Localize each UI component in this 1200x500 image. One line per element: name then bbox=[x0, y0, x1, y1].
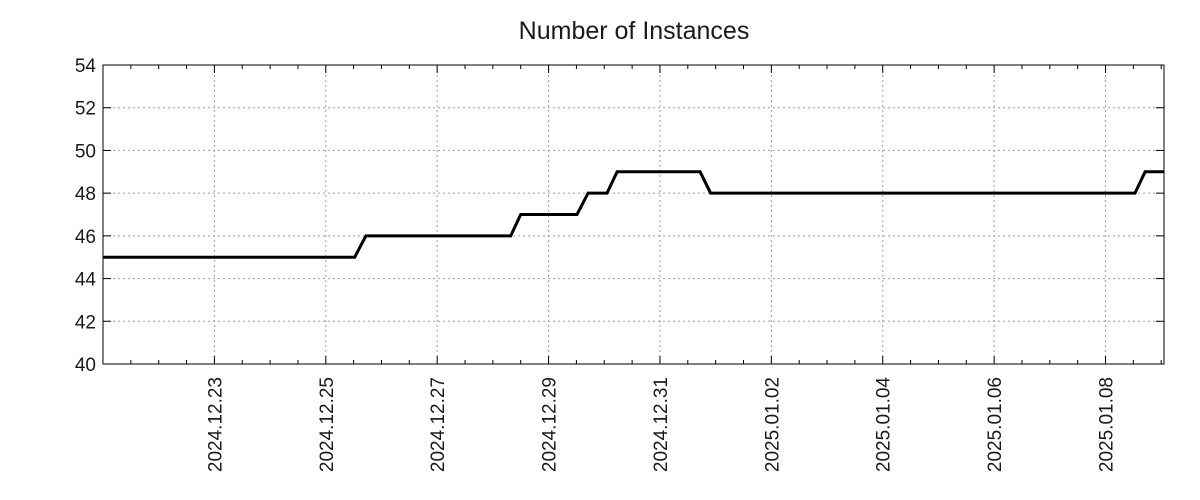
y-tick-label: 40 bbox=[75, 355, 96, 376]
y-tick-label: 48 bbox=[75, 184, 96, 205]
y-tick-label: 46 bbox=[75, 227, 96, 248]
x-tick-label: 2024.12.27 bbox=[428, 377, 449, 472]
y-tick-label: 44 bbox=[75, 270, 97, 291]
x-axis-labels: 2024.12.23 2024.12.25 2024.12.27 2024.12.29… bbox=[205, 377, 1117, 473]
axis-ticks bbox=[103, 64, 1164, 365]
x-tick-label: 2025.01.02 bbox=[762, 377, 783, 472]
x-tick-label: 2024.12.29 bbox=[540, 377, 561, 472]
x-tick-label: 2024.12.23 bbox=[205, 377, 226, 472]
x-tick-label: 2024.12.31 bbox=[651, 377, 672, 472]
y-tick-label: 54 bbox=[75, 56, 97, 77]
x-tick-label: 2024.12.25 bbox=[317, 377, 338, 472]
y-tick-label: 42 bbox=[75, 312, 96, 333]
x-tick-label: 2025.01.04 bbox=[874, 377, 895, 473]
plot-border bbox=[102, 64, 1165, 365]
gridlines bbox=[103, 65, 1164, 364]
y-tick-label: 52 bbox=[75, 99, 96, 120]
y-axis-labels: 40 42 44 46 48 50 52 54 bbox=[75, 56, 97, 376]
x-tick-label: 2025.01.08 bbox=[1097, 377, 1118, 472]
x-tick-label: 2025.01.06 bbox=[985, 377, 1006, 472]
chart-title: Number of Instances bbox=[519, 17, 750, 45]
y-tick-label: 50 bbox=[75, 141, 96, 162]
data-line-instances bbox=[103, 170, 1164, 259]
